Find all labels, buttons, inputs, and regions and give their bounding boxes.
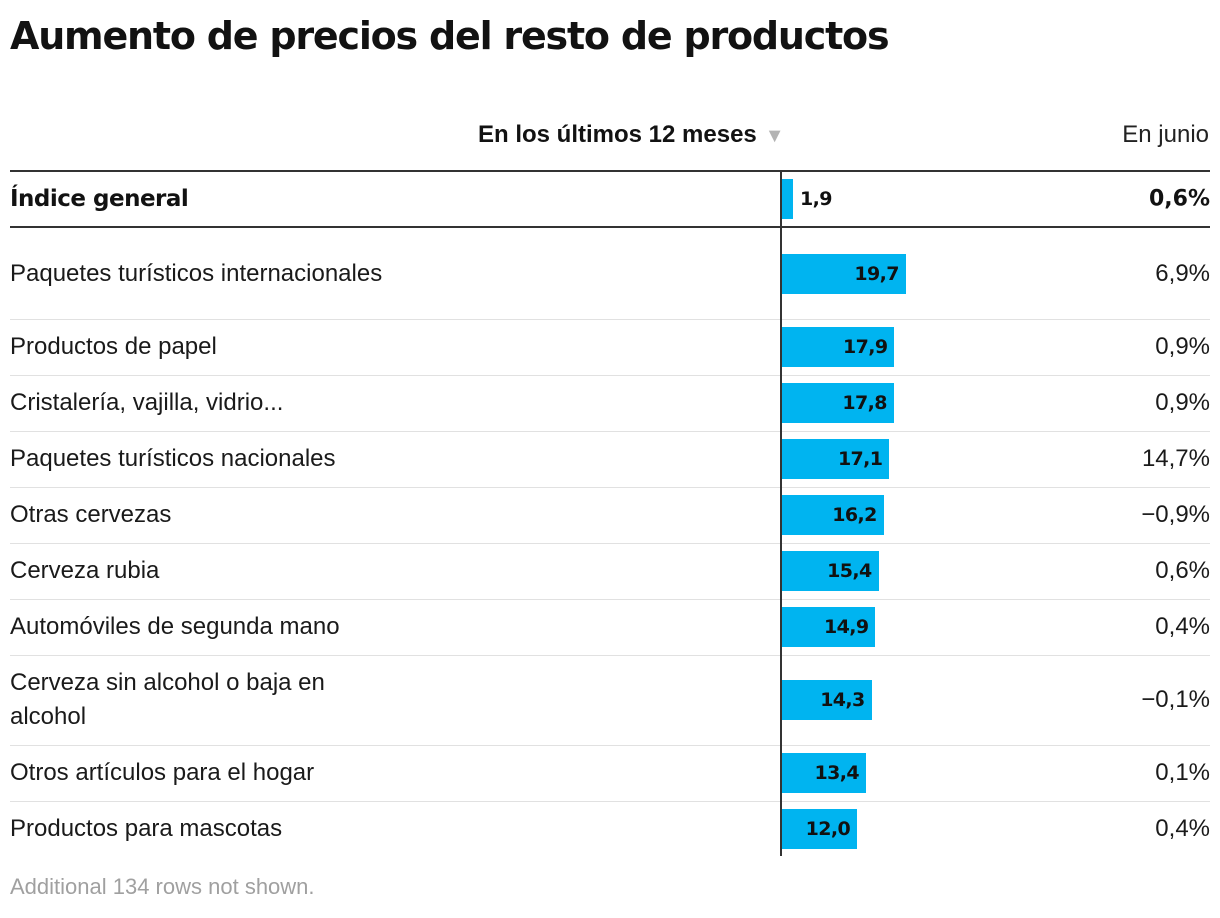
table-row: Productos para mascotas 12,0 0,4%: [10, 801, 1210, 857]
general-index-bar-value: 1,9: [800, 188, 832, 210]
table-row: Cristalería, vajilla, vidrio... 17,8 0,9%: [10, 375, 1210, 432]
header-divider: [10, 170, 1210, 172]
row-label: Automóviles de segunda mano: [10, 613, 340, 640]
june-value: 14,7%: [1141, 445, 1210, 472]
june-value: −0,9%: [1141, 501, 1210, 528]
general-divider: [10, 226, 1210, 228]
value-bar: [781, 495, 884, 535]
column-header-12-months[interactable]: En los últimos 12 meses ▼: [478, 120, 785, 151]
value-bar: [781, 809, 858, 849]
june-value: 0,1%: [1155, 759, 1210, 786]
bar-value-label: 17,9: [843, 336, 888, 358]
table-row: Otros artículos para el hogar 13,4 0,1%: [10, 745, 1210, 802]
june-value: 0,6%: [1155, 557, 1210, 584]
rows-not-shown-note: Additional 134 rows not shown.: [10, 874, 315, 899]
bar-value-label: 12,0: [805, 818, 851, 840]
column-header-12-months-label: En los últimos 12 meses: [478, 121, 757, 148]
bar-value-label: 14,9: [823, 616, 869, 638]
table-row: Otras cervezas 16,2 −0,9%: [10, 487, 1210, 544]
row-label: Cristalería, vajilla, vidrio...: [10, 389, 284, 416]
row-label: Cerveza rubia: [10, 557, 160, 584]
row-label: Paquetes turísticos nacionales: [10, 445, 336, 472]
table-row: Cerveza rubia 15,4 0,6%: [10, 543, 1210, 600]
value-bar: [781, 439, 890, 479]
value-bar: [781, 327, 895, 367]
general-index-label: Índice general: [10, 186, 189, 212]
row-label: Productos para mascotas: [10, 815, 283, 842]
row-label: Paquetes turísticos internacionales: [10, 259, 383, 287]
june-value: 0,9%: [1155, 333, 1210, 360]
general-index-bar: [781, 179, 794, 219]
june-value: 0,4%: [1155, 613, 1210, 640]
bar-value-label: 14,3: [820, 689, 865, 711]
bar-value-label: 13,4: [814, 762, 859, 784]
table-row: Automóviles de segunda mano 14,9 0,4%: [10, 599, 1210, 656]
table-row: Cerveza sin alcohol o baja en alcohol 14,…: [10, 655, 1210, 746]
chart-title: Aumento de precios del resto de producto…: [10, 14, 890, 58]
bar-value-label: 17,1: [837, 448, 883, 470]
table-row: Productos de papel 17,9 0,9%: [10, 319, 1210, 376]
value-bar: [781, 383, 894, 423]
value-bar: [781, 680, 872, 720]
value-bar: [781, 753, 866, 793]
row-label: Cerveza sin alcohol o baja en alcohol: [10, 669, 325, 730]
bar-value-label: 19,7: [854, 262, 899, 285]
general-index-june-value: 0,6%: [1148, 186, 1210, 212]
value-bar: [781, 253, 906, 294]
table-row: Paquetes turísticos internacionales 19,7 6…: [10, 228, 1210, 320]
row-label: Otros artículos para el hogar: [10, 759, 315, 786]
bar-axis-line: [780, 172, 782, 856]
row-label: Otras cervezas: [10, 501, 172, 528]
june-value: −0,1%: [1141, 686, 1210, 713]
table-row: Paquetes turísticos nacionales 17,1 14,7%: [10, 431, 1210, 488]
column-header-june[interactable]: En junio: [1122, 121, 1209, 148]
bar-value-label: 16,2: [832, 504, 877, 526]
value-bar: [781, 607, 876, 647]
general-index-row: Índice general 1,9 0,6%: [10, 172, 1210, 226]
row-label: Productos de papel: [10, 333, 217, 360]
value-bar: [781, 551, 879, 591]
june-value: 6,9%: [1155, 259, 1210, 287]
bar-value-label: 17,8: [842, 392, 887, 414]
sort-descending-icon: ▼: [764, 125, 785, 147]
june-value: 0,4%: [1155, 815, 1210, 842]
bar-value-label: 15,4: [827, 560, 872, 582]
june-value: 0,9%: [1155, 389, 1210, 416]
